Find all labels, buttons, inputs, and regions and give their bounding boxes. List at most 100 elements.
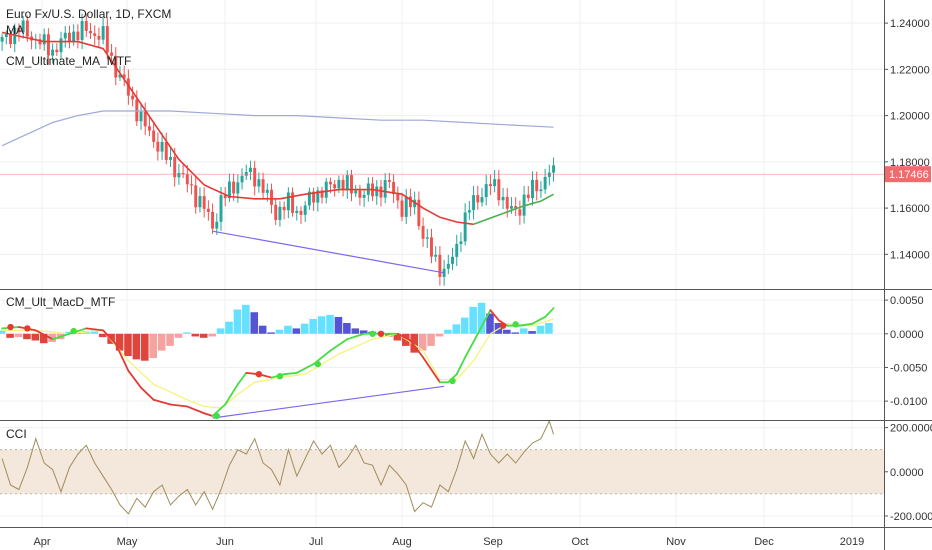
- macd-line-segment: [34, 329, 54, 341]
- candle-body: [51, 49, 55, 56]
- macd-line-segment: [186, 405, 206, 415]
- macd-indicator-label[interactable]: CM_Ult_MacD_MTF: [6, 295, 115, 309]
- y-tick-label: 1.16000: [890, 203, 930, 215]
- macd-line-segment: [409, 339, 424, 359]
- y-tick-label: 1.22000: [890, 64, 930, 76]
- last-price-tag: [885, 166, 931, 183]
- macd-histogram-bar: [317, 316, 326, 334]
- candle-body: [518, 209, 522, 216]
- macd-histogram-bar: [183, 332, 191, 334]
- candle-body: [253, 167, 257, 187]
- candle-body: [299, 210, 303, 215]
- candle-body: [105, 26, 109, 53]
- y-tick-label: 1.20000: [890, 111, 930, 123]
- macd-line-segment: [455, 356, 467, 376]
- candle-body: [248, 167, 252, 172]
- candle-body: [122, 74, 126, 79]
- macd-histogram-bar: [225, 321, 233, 334]
- candle-body: [80, 21, 84, 41]
- macd-line-segment: [396, 332, 412, 342]
- month-label: Apr: [33, 536, 50, 548]
- candle-body: [257, 179, 261, 187]
- macd-histogram-bar: [418, 333, 427, 351]
- candle-body: [350, 175, 353, 194]
- cci-pane[interactable]: [0, 419, 884, 515]
- macd-histogram-bar: [242, 304, 250, 334]
- candle-body: [455, 243, 459, 257]
- candle-body: [84, 21, 88, 31]
- macd-pane[interactable]: [0, 302, 555, 420]
- candle-body: [291, 192, 295, 213]
- candle-body: [509, 206, 513, 209]
- macd-histogram-bar: [14, 333, 23, 338]
- macd-histogram-bar: [309, 318, 317, 334]
- candle-body: [375, 186, 379, 197]
- candle-body: [21, 20, 25, 33]
- ultimate-ma-label[interactable]: CM_Ultimate_MA_MTF: [6, 54, 131, 68]
- candle-body: [270, 189, 273, 205]
- candle-body: [55, 49, 59, 53]
- candle-body: [442, 268, 446, 277]
- candle-body: [396, 193, 400, 201]
- macd-histogram-bar: [435, 333, 444, 337]
- candle-body: [337, 179, 341, 189]
- month-label: Dec: [754, 536, 774, 548]
- ma-indicator-label[interactable]: MA: [6, 23, 24, 37]
- month-label: Oct: [571, 536, 588, 548]
- macd-line-segment: [236, 371, 248, 386]
- macd-line-segment: [51, 332, 71, 341]
- candle-body: [316, 190, 320, 203]
- candle-body: [219, 195, 223, 222]
- y-tick-label: 0.0000: [890, 329, 924, 341]
- y-tick-label: -200.0000: [890, 511, 932, 523]
- candle-body: [164, 141, 168, 160]
- candle-body: [76, 31, 80, 41]
- macd-histogram-bar: [157, 333, 166, 351]
- candle-body: [362, 194, 366, 198]
- macd-cross-dot: [377, 330, 385, 337]
- macd-histogram-bar: [519, 328, 528, 334]
- candle-body: [97, 35, 101, 40]
- candle-body: [430, 237, 433, 257]
- macd-line-segment: [489, 309, 500, 322]
- price-pane[interactable]: 1.17466: [0, 13, 931, 286]
- macd-histogram-bar: [48, 333, 56, 342]
- candle-body: [206, 208, 210, 212]
- macd-histogram-bar: [0, 330, 6, 334]
- macd-line-segment: [295, 363, 315, 374]
- ma-fast-line: [1, 31, 474, 226]
- symbol-title: Euro Fx/U.S. Dollar, 1D, FXCM: [6, 7, 171, 21]
- candle-body: [169, 156, 172, 160]
- month-label: Jul: [309, 536, 323, 548]
- cci-indicator-label[interactable]: CCI: [6, 427, 27, 441]
- candle-body: [198, 196, 202, 208]
- candle-body: [451, 256, 454, 264]
- candle-body: [4, 33, 8, 37]
- y-tick-label: 0.0000: [890, 467, 924, 479]
- macd-histogram-bar: [326, 314, 334, 334]
- macd-histogram-bar: [486, 313, 494, 334]
- macd-histogram-bar: [343, 323, 351, 334]
- macd-histogram-bar: [39, 333, 48, 344]
- macd-line-segment: [464, 332, 479, 359]
- candle-body: [547, 172, 551, 177]
- macd-histogram-bar: [98, 333, 107, 338]
- candle-body: [505, 196, 509, 209]
- candle-body: [274, 204, 278, 220]
- candle-body: [240, 175, 244, 183]
- candle-body: [215, 221, 219, 229]
- candle-body: [446, 263, 450, 269]
- month-label: Sep: [483, 536, 503, 548]
- candle-body: [493, 179, 497, 187]
- month-label: 2019: [840, 536, 864, 548]
- candle-body: [67, 32, 71, 42]
- divergence-trendline: [212, 230, 445, 274]
- candle-body: [156, 141, 160, 152]
- candle-body: [110, 52, 114, 56]
- macd-line-segment: [544, 307, 555, 318]
- candle-body: [63, 32, 67, 39]
- last-price-label: 1.17466: [889, 169, 929, 181]
- macd-histogram-bar: [300, 323, 309, 334]
- candle-body: [282, 206, 286, 211]
